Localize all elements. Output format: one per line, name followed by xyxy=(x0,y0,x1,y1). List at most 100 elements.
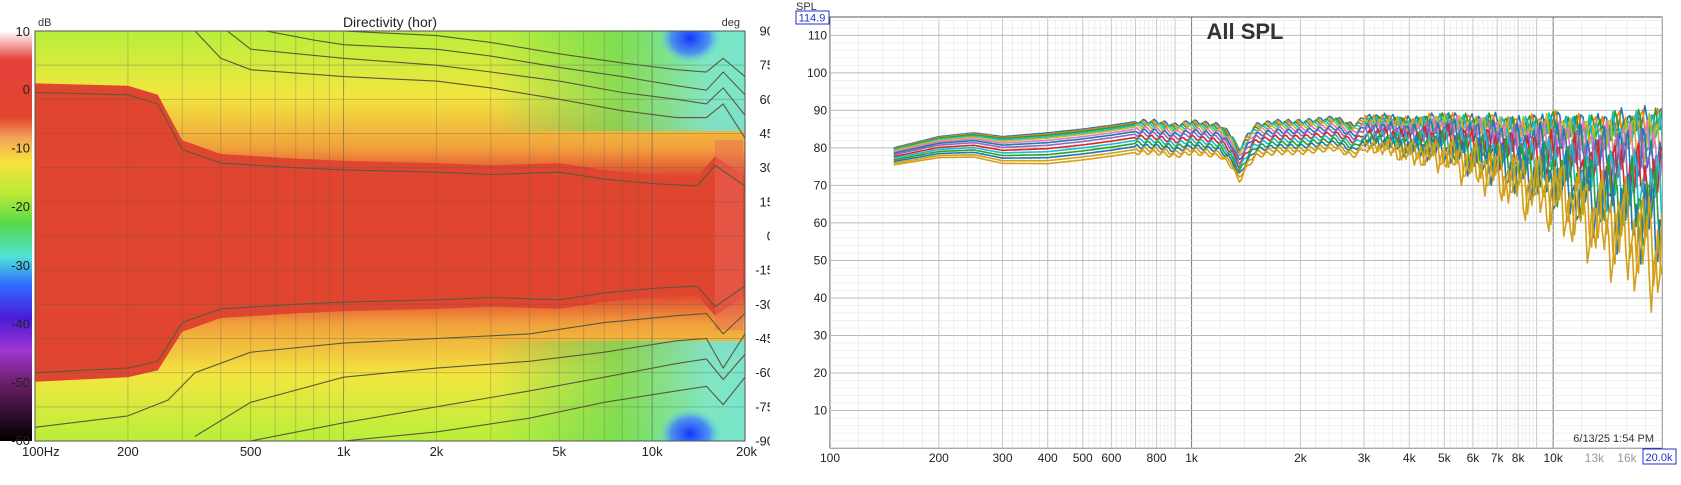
spl-y-tick: 60 xyxy=(814,216,828,230)
spl-ylabel: SPL xyxy=(796,1,817,13)
heatmap-contour-2 xyxy=(226,31,745,116)
heatmap-y-tick: -45 xyxy=(755,331,770,346)
spl-y-tick: 90 xyxy=(814,103,828,117)
spl-x-tick: 2k xyxy=(1294,451,1308,465)
heatmap-contour-6 xyxy=(35,312,745,428)
spl-y-tick: 40 xyxy=(814,291,828,305)
spl-x-tick: 1k xyxy=(1185,451,1199,465)
heatmap-y-tick: 90 xyxy=(760,24,770,39)
heatmap-y-ticks: 90 75 60 45 30 15 0 -15 -30 -45 -60 -75 -90 xyxy=(755,24,770,449)
colorbar-tick: -10 xyxy=(11,141,30,156)
heatmap-y-tick: 75 xyxy=(760,58,770,73)
heatmap-contour-0 xyxy=(35,91,745,187)
spl-y-tick: 20 xyxy=(814,366,828,380)
heatmap-contour-1 xyxy=(194,31,745,139)
heatmap-y-tick: 45 xyxy=(760,126,770,141)
heatmap-contours xyxy=(35,31,745,441)
colorbar-tick: 0 xyxy=(23,82,30,97)
spl-x-tick: 7k xyxy=(1491,451,1505,465)
spl-x-tick: 8k xyxy=(1512,451,1526,465)
spl-series-group xyxy=(893,105,1662,313)
spl-x-tick: 16k xyxy=(1617,451,1637,465)
heatmap-y-tick: -75 xyxy=(755,399,770,414)
colorbar-tick: 10 xyxy=(16,24,30,39)
spl-y-tick: 50 xyxy=(814,253,828,267)
colorbar-tick: -40 xyxy=(11,316,30,331)
heatmap-hf-beam xyxy=(715,140,743,330)
heatmap-x-tick: 2k xyxy=(430,444,444,459)
heatmap-y-tick: 15 xyxy=(760,194,770,209)
spl-series-8 xyxy=(893,123,1662,224)
heatmap-y-tick: -90 xyxy=(755,434,770,449)
spl-x-tick: 13k xyxy=(1585,451,1605,465)
spl-series-13 xyxy=(893,140,1662,313)
spl-x-tick: 4k xyxy=(1403,451,1417,465)
spl-x-tick: 200 xyxy=(929,451,949,465)
spl-series-11 xyxy=(893,134,1662,265)
colorbar-tick: -30 xyxy=(11,258,30,273)
heatmap-x-tick: 1k xyxy=(337,444,351,459)
colorbar-tick: -50 xyxy=(11,375,30,390)
spl-series-9 xyxy=(893,128,1662,237)
colorbar-unit: dB xyxy=(38,17,51,29)
heatmap-x-tick: 100Hz xyxy=(22,444,60,459)
x-readout-box[interactable] xyxy=(1642,448,1677,465)
spl-x-tick: 10k xyxy=(1543,451,1563,465)
spl-series-6 xyxy=(893,119,1662,195)
heatmap-y-tick: -30 xyxy=(755,297,770,312)
spl-plot-frame xyxy=(829,16,1663,449)
spl-y-tick: 110 xyxy=(808,28,827,42)
heatmap-field xyxy=(35,31,745,441)
colorbar-tick: -20 xyxy=(11,199,30,214)
heatmap-grid xyxy=(35,31,745,441)
heatmap-contour-3 xyxy=(265,31,745,96)
heatmap-y-tick: 60 xyxy=(760,92,770,107)
heatmap-x-ticks: 100Hz 200 500 1k 2k 5k 10k 20k xyxy=(22,444,757,459)
heatmap-y-tick: -60 xyxy=(755,365,770,380)
y-readout: 114.9 xyxy=(799,13,826,25)
heatmap-contour-4 xyxy=(313,31,745,78)
y-readout-box[interactable] xyxy=(795,10,830,25)
heatmap-y-unit: deg xyxy=(722,17,740,29)
spl-x-tick: 300 xyxy=(993,451,1013,465)
spl-x-tick: 500 xyxy=(1073,451,1093,465)
heatmap-y-tick: 0 xyxy=(767,229,770,244)
spl-x-tick: 3k xyxy=(1358,451,1372,465)
heatmap-blue-spot-top xyxy=(658,31,722,64)
heatmap-y-tick: 30 xyxy=(760,160,770,175)
spl-y-tick: 70 xyxy=(814,178,828,192)
heatmap-x-tick: 5k xyxy=(552,444,566,459)
spl-x-ticks: 100 200 300 400 500 600 800 1k 2k 3k 4k 5k 6k 7k 8k 10k… xyxy=(820,451,1638,465)
spl-x-tick: 400 xyxy=(1038,451,1058,465)
spl-y-tick: 80 xyxy=(814,141,828,155)
heatmap-contour-9 xyxy=(343,376,745,441)
timestamp: 6/13/25 1:54 PM xyxy=(1573,433,1654,445)
spl-x-tick: 5k xyxy=(1438,451,1452,465)
heatmap-x-tick: 10k xyxy=(642,444,663,459)
spl-y-ticks: 110 100 90 80 70 60 50 40 30 20 10 xyxy=(807,28,827,417)
colorbar xyxy=(0,31,32,441)
x-readout: 20.0k xyxy=(1646,452,1673,464)
colorbar-ticks: 10 0 -10 -20 -30 -40 -50 -60 xyxy=(11,24,30,448)
heatmap-blue-spot-bottom xyxy=(658,408,722,441)
spl-x-tick: 800 xyxy=(1147,451,1167,465)
spl-title: All SPL xyxy=(1206,19,1283,44)
heatmap-contour-5 xyxy=(35,285,745,374)
heatmap-title: Directivity (hor) xyxy=(343,14,437,30)
directivity-heatmap-chart: 10 0 -10 -20 -30 -40 -50 -60 dB Directivity (ho… xyxy=(0,14,770,459)
spl-x-tick: 100 xyxy=(820,451,840,465)
heatmap-x-tick: 500 xyxy=(240,444,262,459)
spl-series-0 xyxy=(893,105,1662,152)
heatmap-frame xyxy=(34,30,746,442)
spl-y-tick: 10 xyxy=(814,403,828,417)
spl-y-tick: 30 xyxy=(814,328,828,342)
all-spl-line-chart: SPL 114.9 All SPL 6/13/25 1:54 PM 100 200… xyxy=(795,1,1677,465)
heatmap-contour-7 xyxy=(194,333,745,437)
colorbar-tick: -60 xyxy=(11,433,30,448)
spl-x-tick: 600 xyxy=(1101,451,1121,465)
spl-y-tick: 100 xyxy=(807,66,827,80)
heatmap-x-tick: 20k xyxy=(736,444,757,459)
spl-x-tick: 6k xyxy=(1467,451,1481,465)
heatmap-x-tick: 200 xyxy=(117,444,139,459)
heatmap-y-tick: -15 xyxy=(755,263,770,278)
